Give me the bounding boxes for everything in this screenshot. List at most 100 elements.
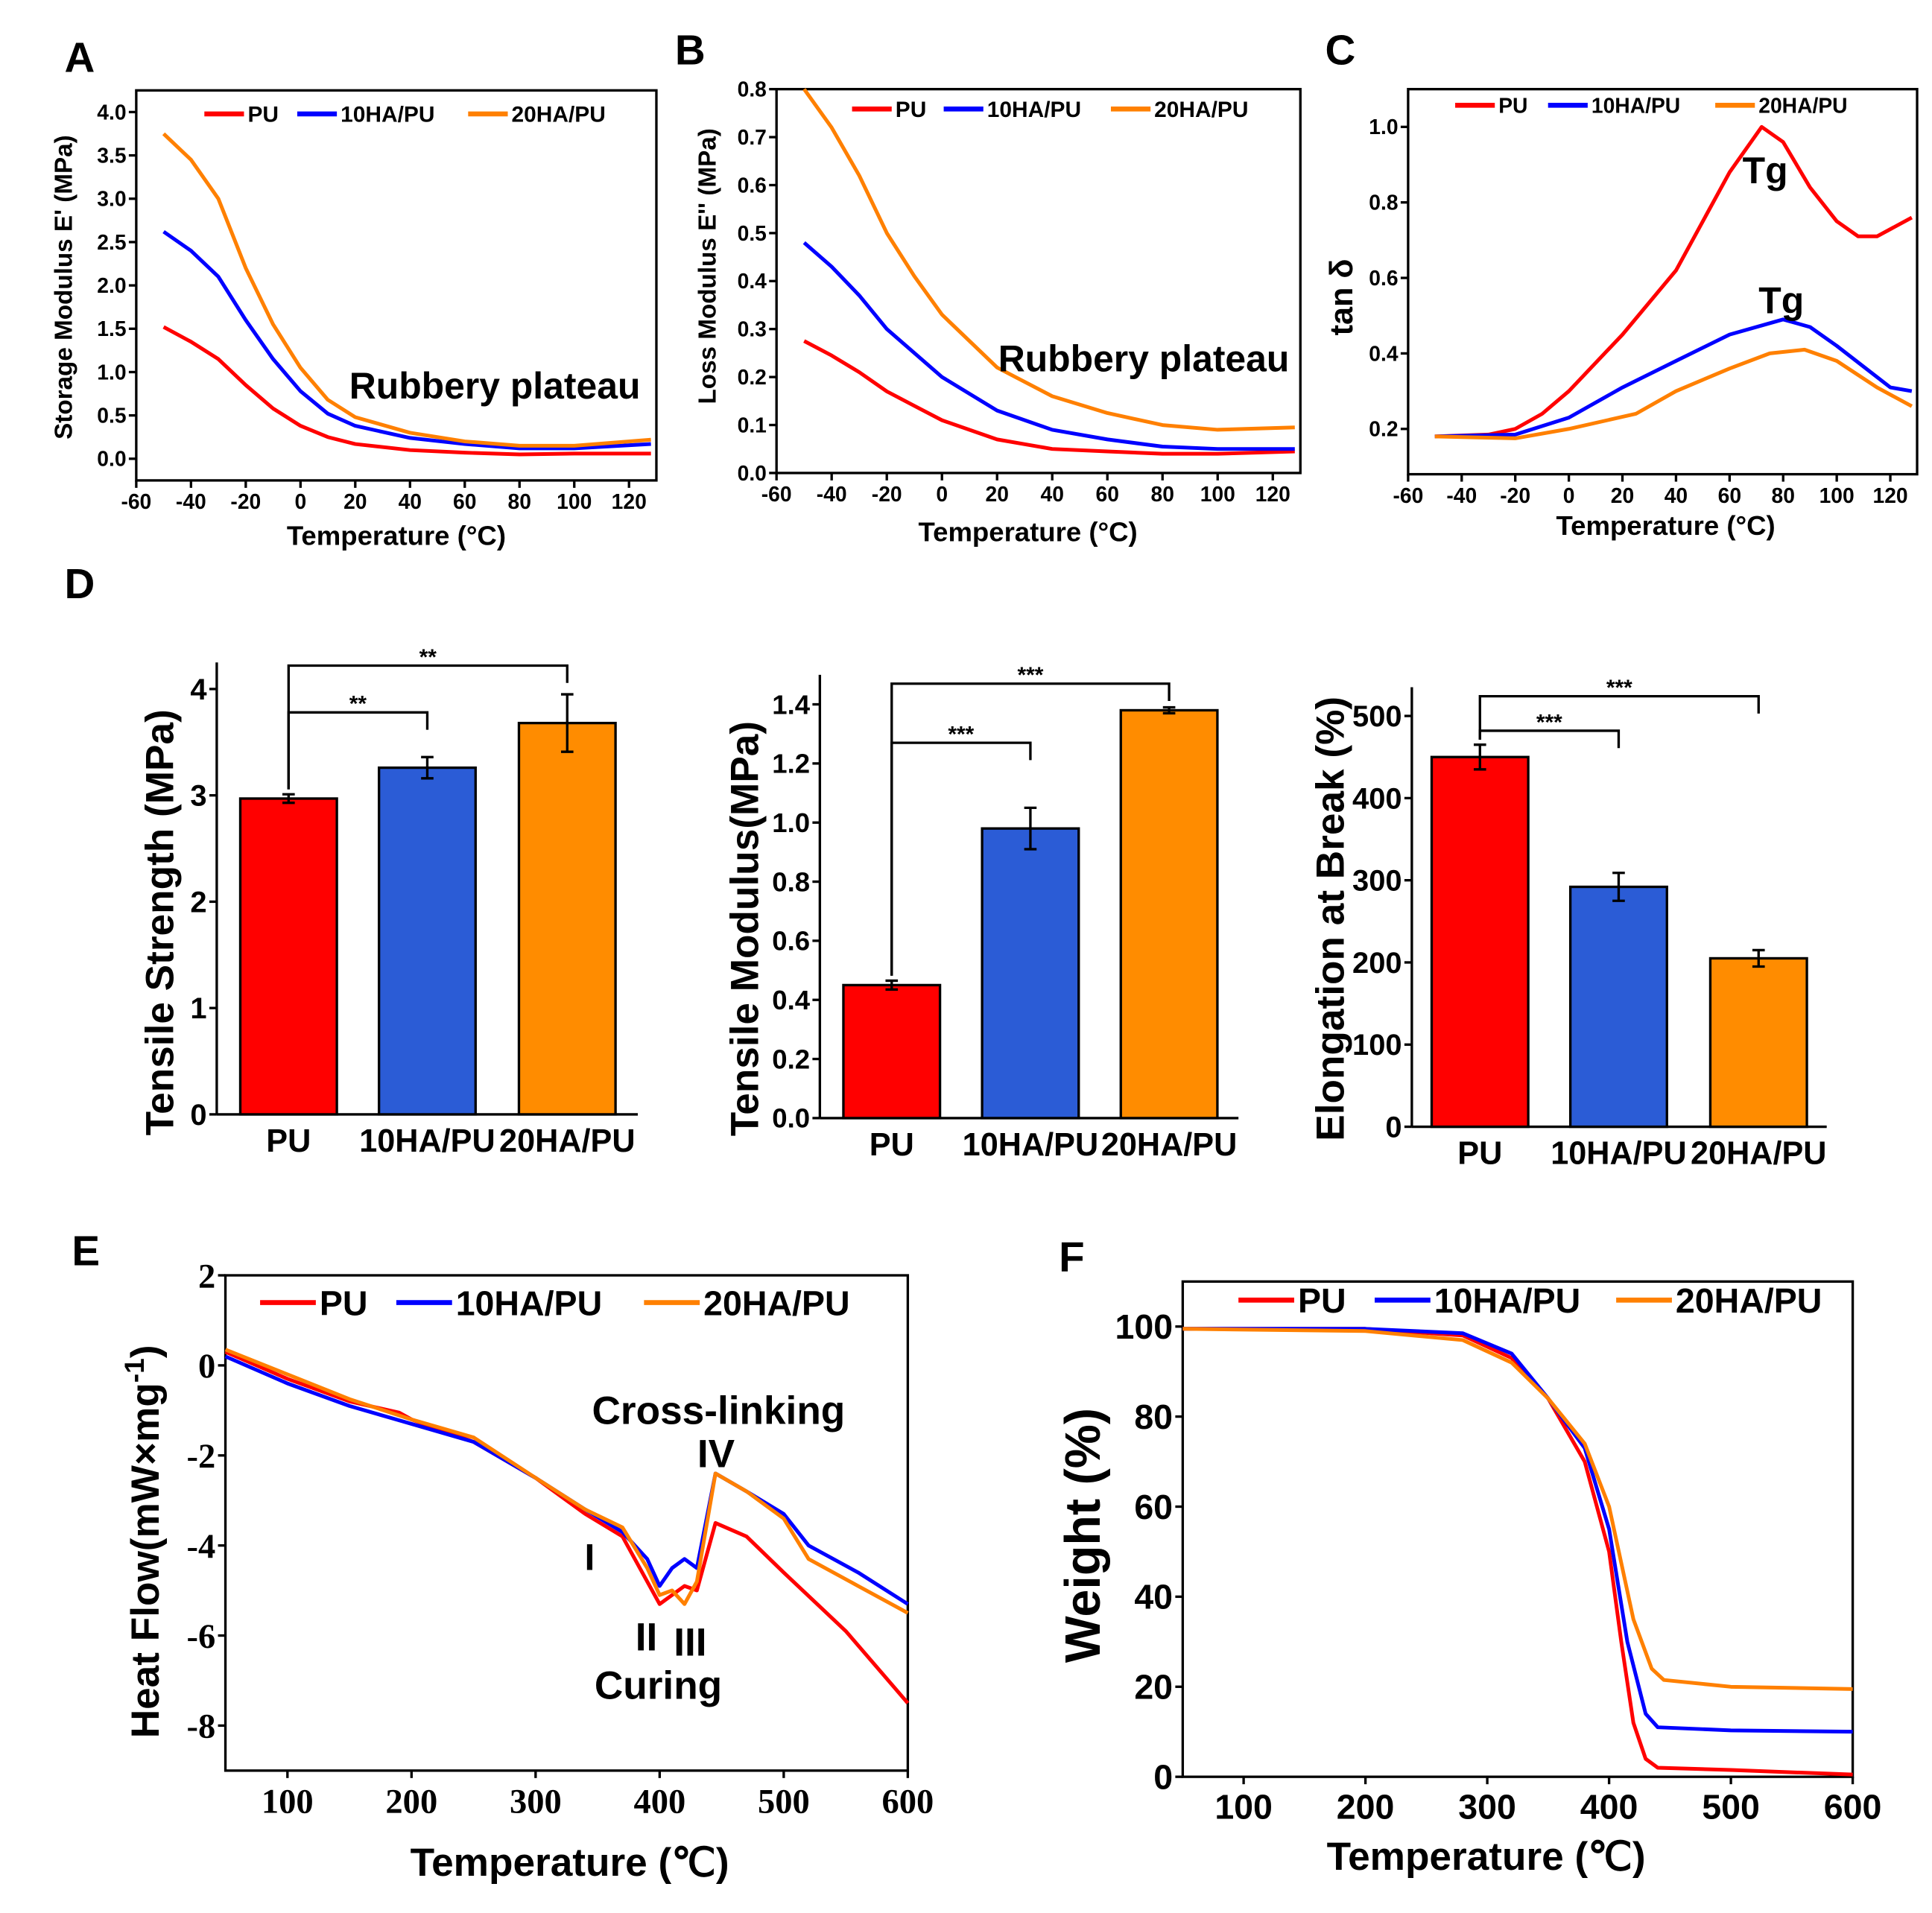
annotation: Rubbery plateau bbox=[349, 365, 641, 407]
bar-pu bbox=[238, 797, 338, 1116]
x-tick-label: 300 bbox=[1458, 1788, 1516, 1827]
y-tick-label: 0.3 bbox=[738, 317, 767, 341]
legend-label: PU bbox=[1498, 93, 1527, 117]
series-line-pu bbox=[162, 325, 651, 457]
bar-20ha-pu bbox=[1708, 956, 1808, 1129]
y-tick-label: 0.1 bbox=[738, 413, 767, 437]
y-tick-label: 0.8 bbox=[738, 77, 767, 101]
chart-panel-1: -60 -40 -20 0 20 40 60 80 100 120 0.0 0.5 1.0 1.5 2.0 2… bbox=[50, 89, 658, 551]
y-tick-label: 1.0 bbox=[97, 360, 126, 384]
chart-panel-4: 0 1 2 3 4 PU 10HA/PU 20HA/PU ** ** Tensile Strengt… bbox=[139, 645, 639, 1159]
y-tick-label: 0.2 bbox=[772, 1044, 810, 1074]
series-line-10ha-pu bbox=[1434, 317, 1913, 439]
significance-label: *** bbox=[948, 722, 974, 746]
legend-label: 20HA/PU bbox=[1758, 93, 1847, 117]
y-tick-label: 0.2 bbox=[1369, 417, 1398, 441]
y-tick-label: 0.8 bbox=[772, 866, 810, 897]
x-tick-label: 100 bbox=[1214, 1788, 1273, 1827]
x-tick-label: 600 bbox=[1824, 1788, 1882, 1827]
y-tick-label: 2 bbox=[198, 1257, 215, 1295]
y-tick-label: 0.4 bbox=[772, 985, 810, 1015]
y-axis-label-text: Storage Modulus E' (MPa) bbox=[50, 135, 77, 440]
legend-label: 20HA/PU bbox=[703, 1284, 849, 1322]
y-tick-label: 40 bbox=[1134, 1578, 1173, 1617]
x-tick-label: 120 bbox=[1872, 483, 1907, 507]
x-axis-label: Temperature (°C) bbox=[919, 516, 1138, 547]
series-line-pu bbox=[803, 339, 1295, 456]
bar-10ha-pu bbox=[1568, 885, 1668, 1129]
y-tick-label: 0.8 bbox=[1369, 191, 1398, 215]
x-tick-label: -40 bbox=[176, 489, 206, 513]
legend-label: 10HA/PU bbox=[1434, 1281, 1580, 1320]
legend-label: PU bbox=[1298, 1281, 1346, 1320]
panel-label-e: E bbox=[72, 1228, 100, 1275]
y-tick-label: -2 bbox=[186, 1438, 215, 1476]
bar-pu bbox=[1430, 755, 1530, 1129]
y-tick-label: 0.5 bbox=[97, 404, 126, 428]
y-tick-label: 1.4 bbox=[772, 689, 810, 720]
annotation: Cross-linking bbox=[592, 1389, 846, 1433]
y-axis-label: Weight (%) bbox=[1056, 1408, 1111, 1663]
y-tick-label: 1.2 bbox=[772, 749, 810, 779]
y-axis-label: Storage Modulus E' (MPa) bbox=[50, 135, 77, 440]
x-tick-label: -60 bbox=[761, 482, 792, 506]
y-axis-label: Heat Flow(mW×mg-1) bbox=[118, 1345, 168, 1738]
chart-panel-7: 100 200 300 400 500 600 -8 -6 -4 -2 0 2 PU 10HA/PU 20H… bbox=[118, 1257, 934, 1885]
y-tick-label: 0.2 bbox=[738, 365, 767, 389]
legend-label: 10HA/PU bbox=[341, 103, 434, 127]
series-line-pu bbox=[224, 1350, 910, 1704]
y-tick-label: 100 bbox=[1115, 1307, 1173, 1346]
x-tick-label: 40 bbox=[1041, 482, 1064, 506]
y-axis-label-text: Heat Flow(mW×mg bbox=[124, 1383, 168, 1738]
y-tick-label: 0 bbox=[198, 1348, 215, 1386]
y-tick-label: 2 bbox=[190, 886, 206, 919]
x-tick-label: 0 bbox=[936, 482, 948, 506]
x-tick-label: 200 bbox=[385, 1783, 437, 1821]
category-label: 10HA/PU bbox=[359, 1123, 495, 1159]
x-tick-label: -40 bbox=[1446, 483, 1477, 507]
y-tick-label: 0.6 bbox=[1369, 266, 1398, 290]
legend-label: PU bbox=[247, 103, 279, 127]
x-tick-label: 20 bbox=[1611, 483, 1634, 507]
chart-panel-6: 0 100 200 300 400 500 PU 10HA/PU 20HA/PU *** *** El… bbox=[1308, 676, 1827, 1171]
series-line-20ha-pu bbox=[1182, 1327, 1853, 1691]
panel-label-a: A bbox=[64, 34, 95, 80]
x-tick-label: 80 bbox=[508, 489, 531, 513]
x-tick-label: 60 bbox=[1718, 483, 1741, 507]
x-tick-label: -20 bbox=[230, 489, 261, 513]
x-tick-label: 500 bbox=[1702, 1788, 1760, 1827]
x-tick-label: 100 bbox=[1200, 482, 1235, 506]
category-label: 20HA/PU bbox=[499, 1123, 635, 1159]
y-tick-label: 80 bbox=[1134, 1398, 1173, 1436]
category-label: 20HA/PU bbox=[1691, 1135, 1826, 1171]
y-tick-label: 1.5 bbox=[97, 317, 126, 340]
legend-label: 20HA/PU bbox=[1676, 1281, 1822, 1320]
x-axis-label: Temperature (°C) bbox=[287, 520, 506, 551]
panel-label-d: D bbox=[64, 560, 95, 607]
x-tick-label: 500 bbox=[758, 1783, 810, 1821]
legend-label: PU bbox=[320, 1284, 368, 1322]
x-tick-label: 0 bbox=[294, 489, 306, 513]
x-tick-label: 0 bbox=[1563, 483, 1575, 507]
significance-bracket bbox=[1478, 729, 1621, 749]
x-tick-label: 600 bbox=[881, 1783, 934, 1821]
y-tick-label: 1.0 bbox=[772, 808, 810, 838]
y-tick-label: 3 bbox=[190, 780, 206, 813]
bar-20ha-pu bbox=[1119, 708, 1219, 1120]
plot-frame bbox=[1407, 88, 1919, 476]
y-axis-label: Tensile Modulus(MPa) bbox=[723, 721, 767, 1136]
series-line-10ha-pu bbox=[802, 241, 1295, 451]
x-tick-label: 120 bbox=[1255, 482, 1290, 506]
y-tick-label: 2.5 bbox=[97, 230, 126, 254]
panel-label-b: B bbox=[675, 26, 706, 73]
x-tick-label: 80 bbox=[1772, 483, 1795, 507]
significance-label: *** bbox=[1606, 676, 1632, 700]
x-tick-label: 80 bbox=[1151, 482, 1174, 506]
legend-label: 10HA/PU bbox=[1591, 93, 1680, 117]
x-tick-label: 400 bbox=[1580, 1788, 1638, 1827]
y-axis-label-end: ) bbox=[124, 1345, 168, 1358]
significance-bracket bbox=[287, 711, 429, 790]
category-label: PU bbox=[870, 1127, 914, 1163]
y-tick-label: 0.7 bbox=[738, 125, 767, 149]
category-label: 10HA/PU bbox=[1551, 1135, 1686, 1171]
